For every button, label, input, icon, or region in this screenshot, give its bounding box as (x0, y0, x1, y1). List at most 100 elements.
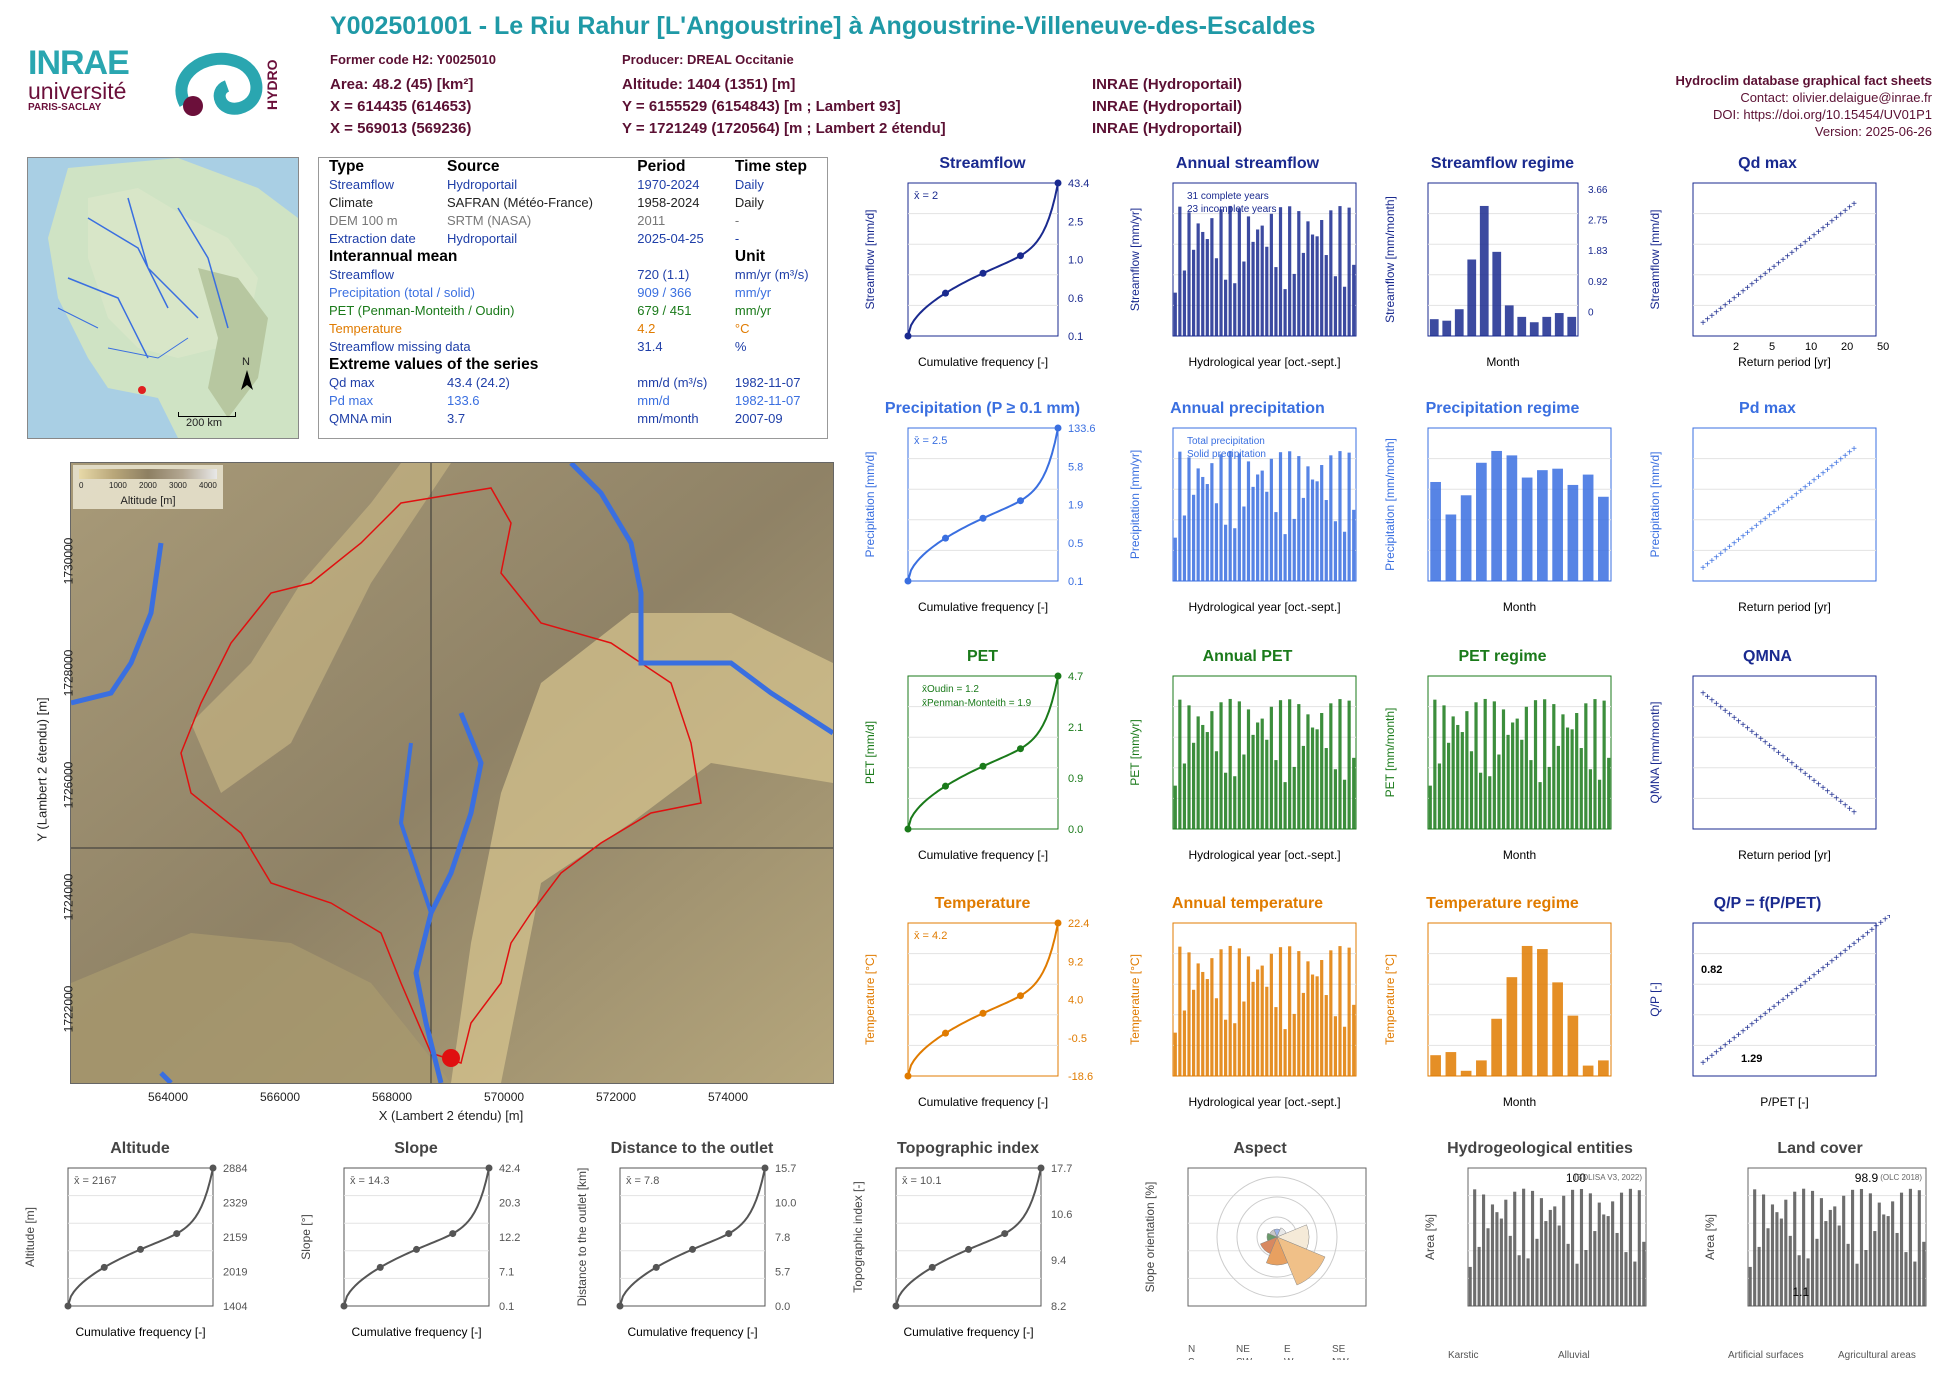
altitude-point (173, 1230, 181, 1238)
aspect-sector (1266, 1232, 1278, 1242)
streamflow_regime-chart: 3.66 2.75 1.83 0.92 0 Month Streamflow [mm/mon… (1383, 182, 1608, 369)
qd_max-point: + (1767, 266, 1773, 277)
contact: Contact: olivier.delaigue@inrae.fr (1740, 90, 1932, 105)
meta-period: 2025-04-25 (637, 231, 704, 246)
pet_regime-bar (1479, 772, 1483, 829)
pd_max-point: + (1802, 483, 1808, 494)
qd_max-point: + (1816, 227, 1822, 238)
annual_temperature-bar (1352, 1004, 1356, 1076)
qd_max-x-tick: 2 (1733, 341, 1739, 353)
topo-panel: Topographic index 17.7 10.6 9.4 8.2 x̄ = 10.1… (848, 1140, 1088, 1360)
altitude-legend-title: Altitude [m] (120, 495, 176, 507)
precipitation-title: Precipitation (P ≥ 0.1 mm) (884, 400, 1081, 417)
hydrogeo-bar (1606, 1216, 1610, 1306)
precipitation_regime-bar (1521, 477, 1533, 581)
pet_regime-bar (1433, 699, 1437, 829)
slope-point (376, 1263, 384, 1271)
aspect-sector (1265, 1236, 1289, 1266)
temperature-panel: Temperature 22.4 9.2 4.0 -0.5 -18.6 x̄ = 4.2 Cu… (860, 895, 1105, 1130)
pd_max-point: + (1816, 472, 1822, 483)
pd_max-point: + (1722, 546, 1728, 557)
precipitation_regime-x-label: Month (1503, 600, 1536, 614)
qp-point: + (1793, 985, 1799, 996)
precipitation_regime-bar (1445, 514, 1457, 581)
streamflow_regime-right-tick: 1.83 (1588, 246, 1608, 257)
annual_precipitation-bar (1338, 451, 1342, 581)
pet-y-label: PET [mm/d] (863, 721, 877, 784)
pet_regime-bar (1584, 703, 1588, 829)
annual_streamflow-bar (1182, 270, 1187, 336)
pet-point (979, 762, 987, 770)
annual_temperature-title: Annual temperature (1171, 895, 1324, 912)
pd_max-y-label: Precipitation [mm/d] (1648, 451, 1662, 557)
annual_streamflow-legend: 31 complete years (1187, 191, 1269, 202)
topo-right-tick: 8.2 (1051, 1301, 1066, 1313)
qd_max-point: + (1789, 248, 1795, 259)
annual_precipitation-legend: Solid precipitation (1187, 449, 1266, 460)
precipitation-mean: x̄ = 2.5 (914, 435, 947, 447)
qp-point: + (1847, 943, 1853, 954)
annual_pet-chart: Hydrological year [oct.-sept.] PET [mm/yr… (1128, 675, 1357, 862)
pd_max-point: + (1767, 511, 1773, 522)
qmna-point: + (1780, 752, 1786, 763)
map-y-tick: 1728000 (61, 649, 76, 697)
annual_streamflow-frame (1172, 182, 1357, 337)
qd_max-point: + (1802, 238, 1808, 249)
pet-point (1054, 672, 1062, 680)
annual_temperature-bar (1196, 963, 1200, 1076)
extreme-unit: mm/month (637, 411, 699, 426)
qp-chart: ++++++++++++++++++++++++++++++++++++++++… (1648, 915, 1890, 1109)
streamflow-panel: Streamflow 43.4 2.5 1.0 0.6 0.1 x̄ = 2 Cumulati… (860, 155, 1105, 390)
annual_precipitation-y-label: Precipitation [mm/yr] (1128, 450, 1142, 559)
precipitation-point (979, 514, 987, 522)
pet_regime-bar (1456, 724, 1460, 829)
pd_max-point: + (1833, 458, 1839, 469)
qp-point: + (1753, 1016, 1759, 1027)
interannual-row: PET (Penman-Monteith / Oudin) 679 / 451 mm… (319, 302, 827, 320)
qd_max-point: + (1776, 259, 1782, 270)
qmna-y-label: QMNA [mm/month] (1648, 701, 1662, 803)
qd_max-point: + (1825, 220, 1831, 231)
landcover-bar (1793, 1191, 1797, 1306)
pet_regime-bar (1501, 709, 1506, 829)
precipitation-right-tick: 0.5 (1068, 538, 1083, 550)
interannual-row: Temperature 4.2 °C (319, 320, 827, 338)
annual_temperature-bar (1320, 960, 1324, 1076)
pet_regime-bar (1565, 727, 1570, 829)
col-timestep: Time step (734, 158, 807, 175)
annual_pet-bar (1246, 709, 1251, 829)
temperature_regime-chart: Month Temperature [°C] (1383, 922, 1612, 1109)
qmna-point: + (1705, 692, 1711, 703)
annual_pet-bar (1306, 714, 1310, 829)
annual_temperature-bar (1278, 947, 1283, 1076)
qd_max-title: Qd max (1738, 155, 1797, 172)
qd_max-point: + (1758, 273, 1764, 284)
annual_precipitation-bar (1310, 479, 1315, 581)
qmna-point: + (1829, 790, 1835, 801)
pet_regime-bar (1538, 782, 1542, 829)
pet_regime-bar (1597, 779, 1602, 829)
landcover-bar (1891, 1201, 1895, 1306)
landcover-bar (1833, 1206, 1837, 1306)
pet_regime-bar (1533, 700, 1538, 829)
pd_max-point: + (1709, 556, 1715, 567)
interannual-row: Precipitation (total / solid) 909 / 366 mm… (319, 284, 827, 302)
qmna-point: + (1798, 766, 1804, 777)
topo-right-tick: 10.6 (1051, 1209, 1072, 1221)
pet-point (904, 825, 912, 833)
annual_temperature-bar (1233, 1023, 1237, 1076)
annual_temperature-panel: Annual temperature Hydrological year [oct… (1125, 895, 1370, 1130)
hydrogeo-bar (1562, 1195, 1566, 1306)
logo-inrae-text: INRAE (28, 44, 130, 82)
annual_precipitation-bar (1288, 451, 1292, 581)
hydrogeo-bar (1499, 1218, 1503, 1306)
annual_pet-bar (1274, 760, 1278, 829)
qd_max-x-tick: 20 (1841, 341, 1853, 353)
streamflow_regime-x-label: Month (1486, 355, 1519, 369)
qd_max-x-tick: 50 (1877, 341, 1889, 353)
hydrogeo-bar (1544, 1221, 1548, 1306)
annual_streamflow-x-label: Hydrological year [oct.-sept.] (1188, 355, 1340, 369)
landcover-bar (1842, 1195, 1846, 1306)
temperature-y-label: Temperature [°C] (863, 954, 877, 1045)
pet_regime-bar (1446, 742, 1451, 829)
